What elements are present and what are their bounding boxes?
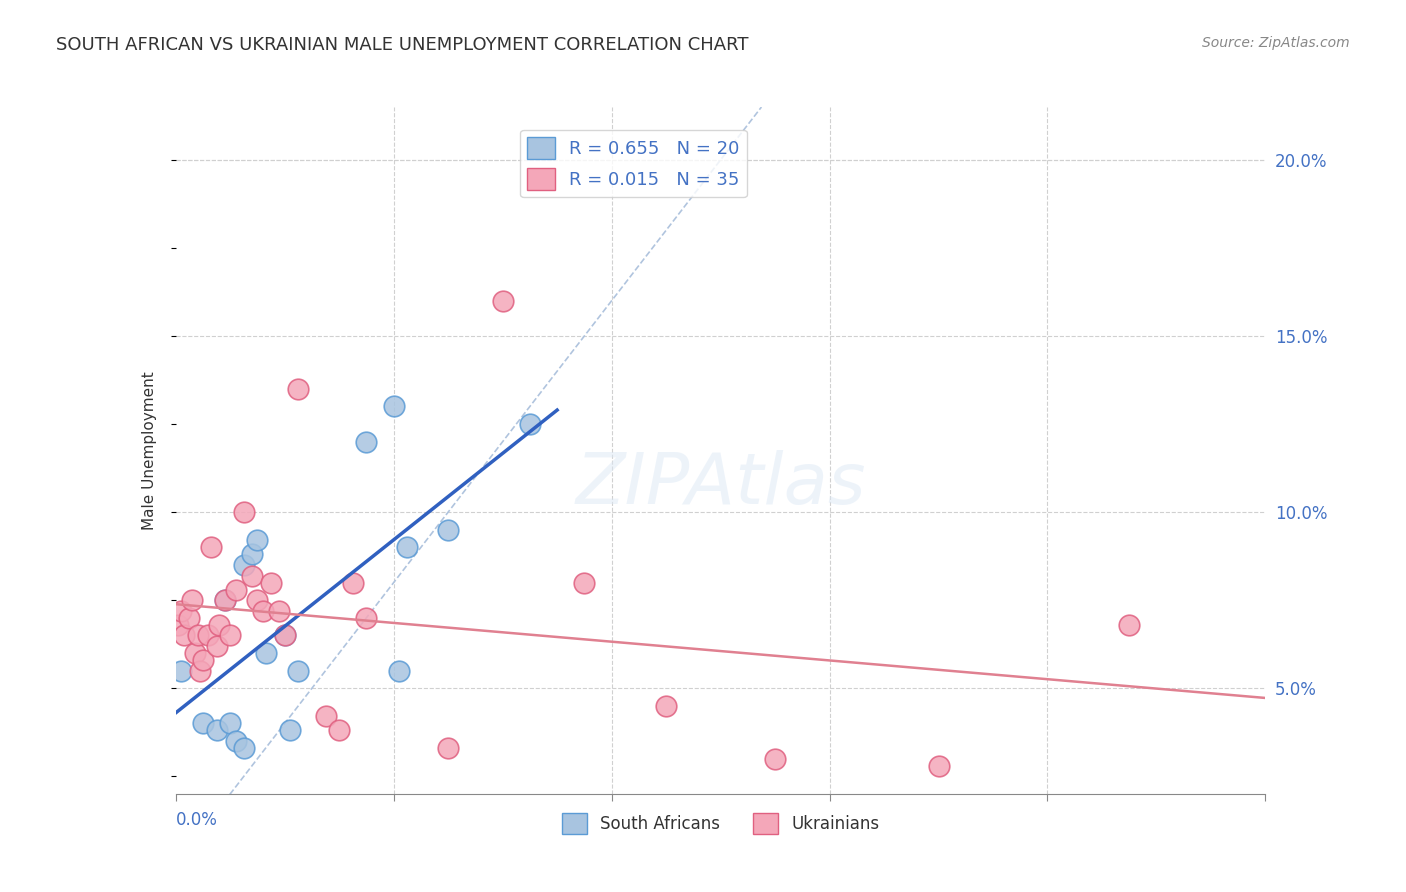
Point	[388, 664, 411, 678]
Point	[574, 575, 596, 590]
Point	[186, 628, 209, 642]
Point	[763, 752, 786, 766]
Point	[274, 628, 297, 642]
Point	[356, 434, 378, 449]
Point	[188, 664, 211, 678]
Point	[492, 293, 515, 308]
Point	[269, 604, 291, 618]
Point	[214, 593, 236, 607]
Point	[356, 611, 378, 625]
Point	[200, 541, 222, 555]
Point	[287, 382, 309, 396]
Point	[191, 716, 214, 731]
Point	[232, 505, 254, 519]
Point	[170, 664, 193, 678]
Point	[396, 541, 419, 555]
Point	[246, 533, 269, 548]
Point	[519, 417, 541, 431]
Point	[181, 593, 204, 607]
Point	[928, 758, 950, 772]
Text: SOUTH AFRICAN VS UKRAINIAN MALE UNEMPLOYMENT CORRELATION CHART: SOUTH AFRICAN VS UKRAINIAN MALE UNEMPLOY…	[56, 36, 749, 54]
Point	[167, 617, 190, 632]
Point	[437, 741, 460, 756]
Point	[191, 653, 214, 667]
Point	[287, 664, 309, 678]
Point	[205, 723, 228, 738]
Point	[278, 723, 301, 738]
Text: Source: ZipAtlas.com: Source: ZipAtlas.com	[1202, 36, 1350, 50]
Point	[274, 628, 297, 642]
Point	[205, 639, 228, 653]
Point	[170, 604, 193, 618]
Point	[219, 628, 242, 642]
Point	[382, 400, 405, 414]
Point	[225, 734, 247, 748]
Point	[254, 646, 277, 660]
Legend: South Africans, Ukrainians: South Africans, Ukrainians	[555, 807, 886, 840]
Point	[246, 593, 269, 607]
Point	[260, 575, 283, 590]
Point	[197, 628, 219, 642]
Point	[232, 741, 254, 756]
Point	[315, 709, 337, 723]
Text: ZIPAtlas: ZIPAtlas	[575, 450, 866, 519]
Point	[173, 628, 195, 642]
Text: 0.0%: 0.0%	[176, 811, 218, 829]
Point	[1118, 617, 1140, 632]
Point	[240, 547, 263, 561]
Y-axis label: Male Unemployment: Male Unemployment	[142, 371, 157, 530]
Point	[219, 716, 242, 731]
Point	[437, 523, 460, 537]
Point	[232, 558, 254, 572]
Point	[225, 582, 247, 597]
Point	[214, 593, 236, 607]
Point	[342, 575, 364, 590]
Point	[179, 611, 201, 625]
Point	[328, 723, 350, 738]
Point	[208, 617, 231, 632]
Point	[655, 698, 678, 713]
Point	[240, 568, 263, 582]
Point	[252, 604, 274, 618]
Point	[184, 646, 207, 660]
